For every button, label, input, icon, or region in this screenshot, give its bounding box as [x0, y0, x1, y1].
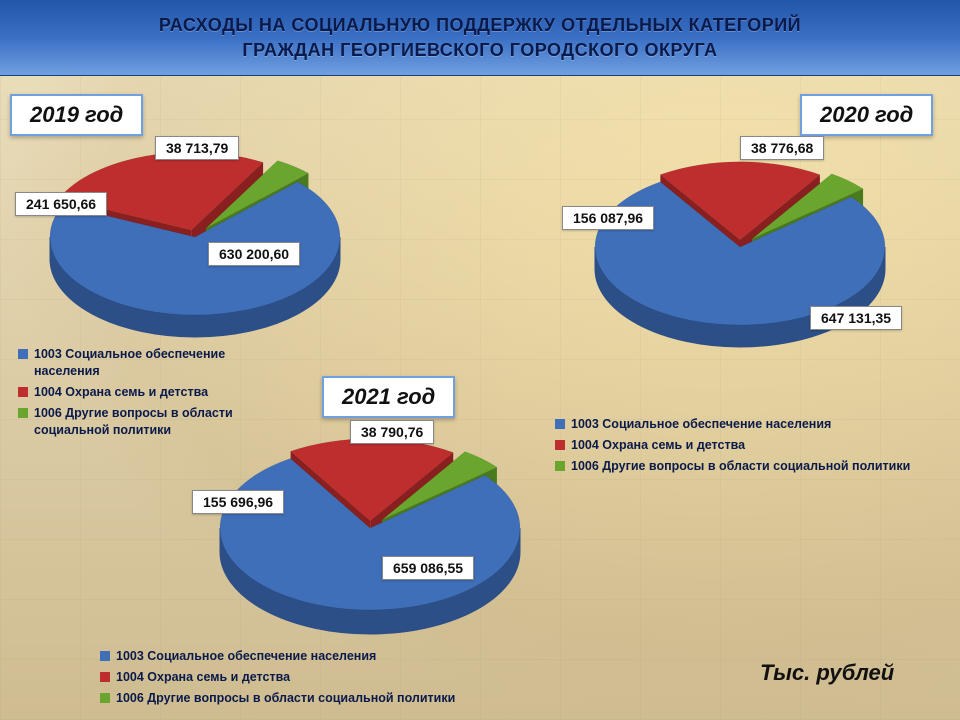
value-label-2019-red: 241 650,66 — [15, 192, 107, 216]
value-label-2021-blue: 659 086,55 — [382, 556, 474, 580]
value-label-2019-green: 38 713,79 — [155, 136, 239, 160]
value-label-2020-blue: 647 131,35 — [810, 306, 902, 330]
value-label-2019-blue: 630 200,60 — [208, 242, 300, 266]
title-bar: РАСХОДЫ НА СОЦИАЛЬНУЮ ПОДДЕРЖКУ ОТДЕЛЬНЫ… — [0, 0, 960, 76]
legend-text: 1004 Охрана семь и детства — [34, 384, 208, 401]
legend-item: 1004 Охрана семь и детства — [18, 384, 268, 401]
legend-item: 1004 Охрана семь и детства — [100, 669, 480, 686]
legend-swatch — [100, 693, 110, 703]
legend-2019: 1003 Социальное обеспечение населения 100… — [18, 342, 268, 442]
legend-swatch — [100, 651, 110, 661]
legend-swatch — [555, 461, 565, 471]
pie-chart-2021 — [180, 406, 560, 674]
infographic-stage: РАСХОДЫ НА СОЦИАЛЬНУЮ ПОДДЕРЖКУ ОТДЕЛЬНЫ… — [0, 0, 960, 720]
legend-item: 1006 Другие вопросы в области социальной… — [100, 690, 480, 707]
legend-swatch — [555, 419, 565, 429]
legend-text: 1003 Социальное обеспечение населения — [34, 346, 268, 380]
legend-text: 1003 Социальное обеспечение населения — [571, 416, 831, 433]
pie-chart-2020 — [555, 129, 925, 387]
legend-text: 1006 Другие вопросы в области социальной… — [34, 405, 268, 439]
legend-item: 1003 Социальное обеспечение населения — [18, 346, 268, 380]
unit-label: Тыс. рублей — [760, 660, 894, 686]
legend-item: 1003 Социальное обеспечение населения — [555, 416, 935, 433]
legend-swatch — [18, 349, 28, 359]
legend-text: 1006 Другие вопросы в области социальной… — [571, 458, 910, 475]
legend-text: 1003 Социальное обеспечение населения — [116, 648, 376, 665]
value-label-2021-red: 155 696,96 — [192, 490, 284, 514]
legend-swatch — [100, 672, 110, 682]
legend-swatch — [555, 440, 565, 450]
legend-text: 1004 Охрана семь и детства — [571, 437, 745, 454]
legend-item: 1003 Социальное обеспечение населения — [100, 648, 480, 665]
legend-2020: 1003 Социальное обеспечение населения 100… — [555, 412, 935, 479]
legend-swatch — [18, 387, 28, 397]
legend-item: 1006 Другие вопросы в области социальной… — [18, 405, 268, 439]
legend-text: 1006 Другие вопросы в области социальной… — [116, 690, 455, 707]
value-label-2020-green: 38 776,68 — [740, 136, 824, 160]
page-title: РАСХОДЫ НА СОЦИАЛЬНУЮ ПОДДЕРЖКУ ОТДЕЛЬНЫ… — [119, 13, 841, 62]
value-label-2020-red: 156 087,96 — [562, 206, 654, 230]
legend-item: 1004 Охрана семь и детства — [555, 437, 935, 454]
legend-text: 1004 Охрана семь и детства — [116, 669, 290, 686]
legend-2021: 1003 Социальное обеспечение населения 100… — [100, 644, 480, 711]
value-label-2021-green: 38 790,76 — [350, 420, 434, 444]
legend-item: 1006 Другие вопросы в области социальной… — [555, 458, 935, 475]
legend-swatch — [18, 408, 28, 418]
